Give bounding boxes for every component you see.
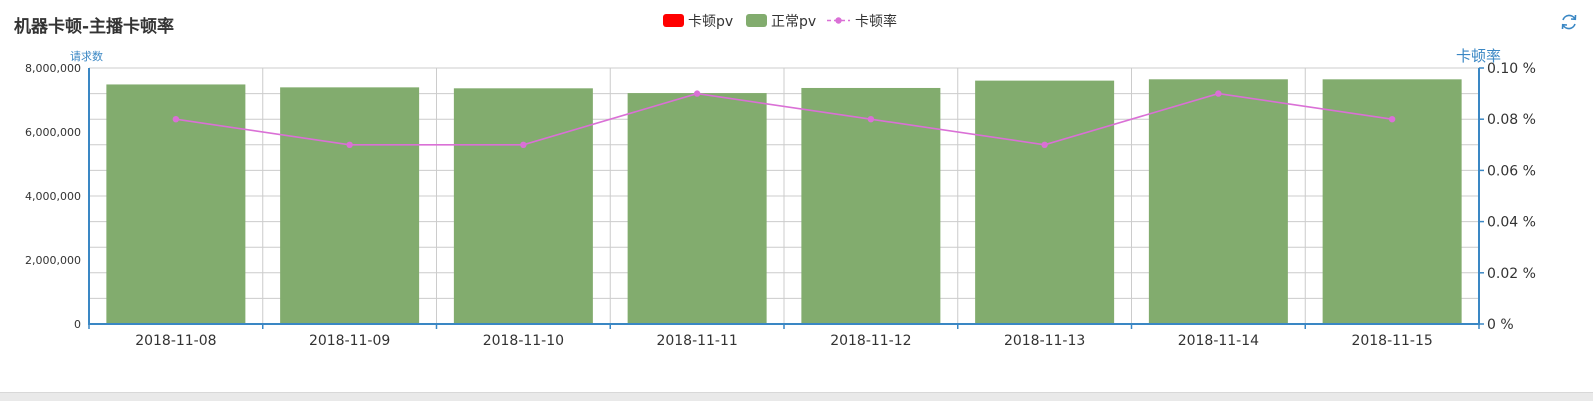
left-tick-label: 2,000,000 [25,254,81,267]
bar-normal-pv [1149,79,1288,323]
right-tick-label: 0.06 % [1487,163,1536,179]
x-tick-label: 2018-11-15 [1351,333,1432,349]
bar-normal-pv [801,88,940,324]
stall-rate-point [1215,90,1221,96]
stall-rate-point [346,142,352,148]
legend-swatch-stall-rate-point [835,17,841,23]
left-axis-name: 请求数 [70,50,103,63]
stall-rate-point [868,116,874,122]
bar-normal-pv [454,88,593,324]
legend-swatch-normal-pv [746,14,767,27]
stall-rate-point [1389,116,1395,122]
stall-rate-point [173,116,179,122]
x-tick-label: 2018-11-09 [309,333,390,349]
chart-area: 2018-11-08 2018-11-09 2018-11-10 2018-11-11… [0,0,1593,392]
x-tick-label: 2018-11-12 [830,333,911,349]
legend-label-stall-rate: 卡顿率 [855,13,897,30]
bar-normal-pv [280,87,419,323]
right-tick-label: 0.02 % [1487,266,1536,282]
right-tick-label: 0.04 % [1487,215,1536,231]
x-tick-label: 2018-11-11 [656,333,737,349]
stall-rate-point [694,90,700,96]
bar-normal-pv [975,81,1114,324]
left-tick-label: 4,000,000 [25,190,81,203]
right-tick-label: 0.08 % [1487,112,1536,128]
right-axis-name: 卡顿率 [1456,47,1501,65]
bar-normal-pv [1323,79,1462,323]
x-tick-label: 2018-11-10 [483,333,564,349]
right-tick-label: 0 % [1487,317,1514,333]
x-tick-label: 2018-11-08 [135,333,216,349]
x-tick-label: 2018-11-14 [1178,333,1259,349]
left-tick-label: 8,000,000 [25,62,81,75]
legend-label-stall-pv: 卡顿pv [688,14,733,30]
stall-rate-point [1041,142,1047,148]
bar-normal-pv [628,93,767,324]
legend-label-normal-pv: 正常pv [771,14,816,30]
left-tick-label: 6,000,000 [25,126,81,139]
legend-swatch-stall-pv [663,14,684,27]
stall-rate-point [520,142,526,148]
left-tick-label: 0 [74,318,81,331]
x-tick-label: 2018-11-13 [1004,333,1085,349]
